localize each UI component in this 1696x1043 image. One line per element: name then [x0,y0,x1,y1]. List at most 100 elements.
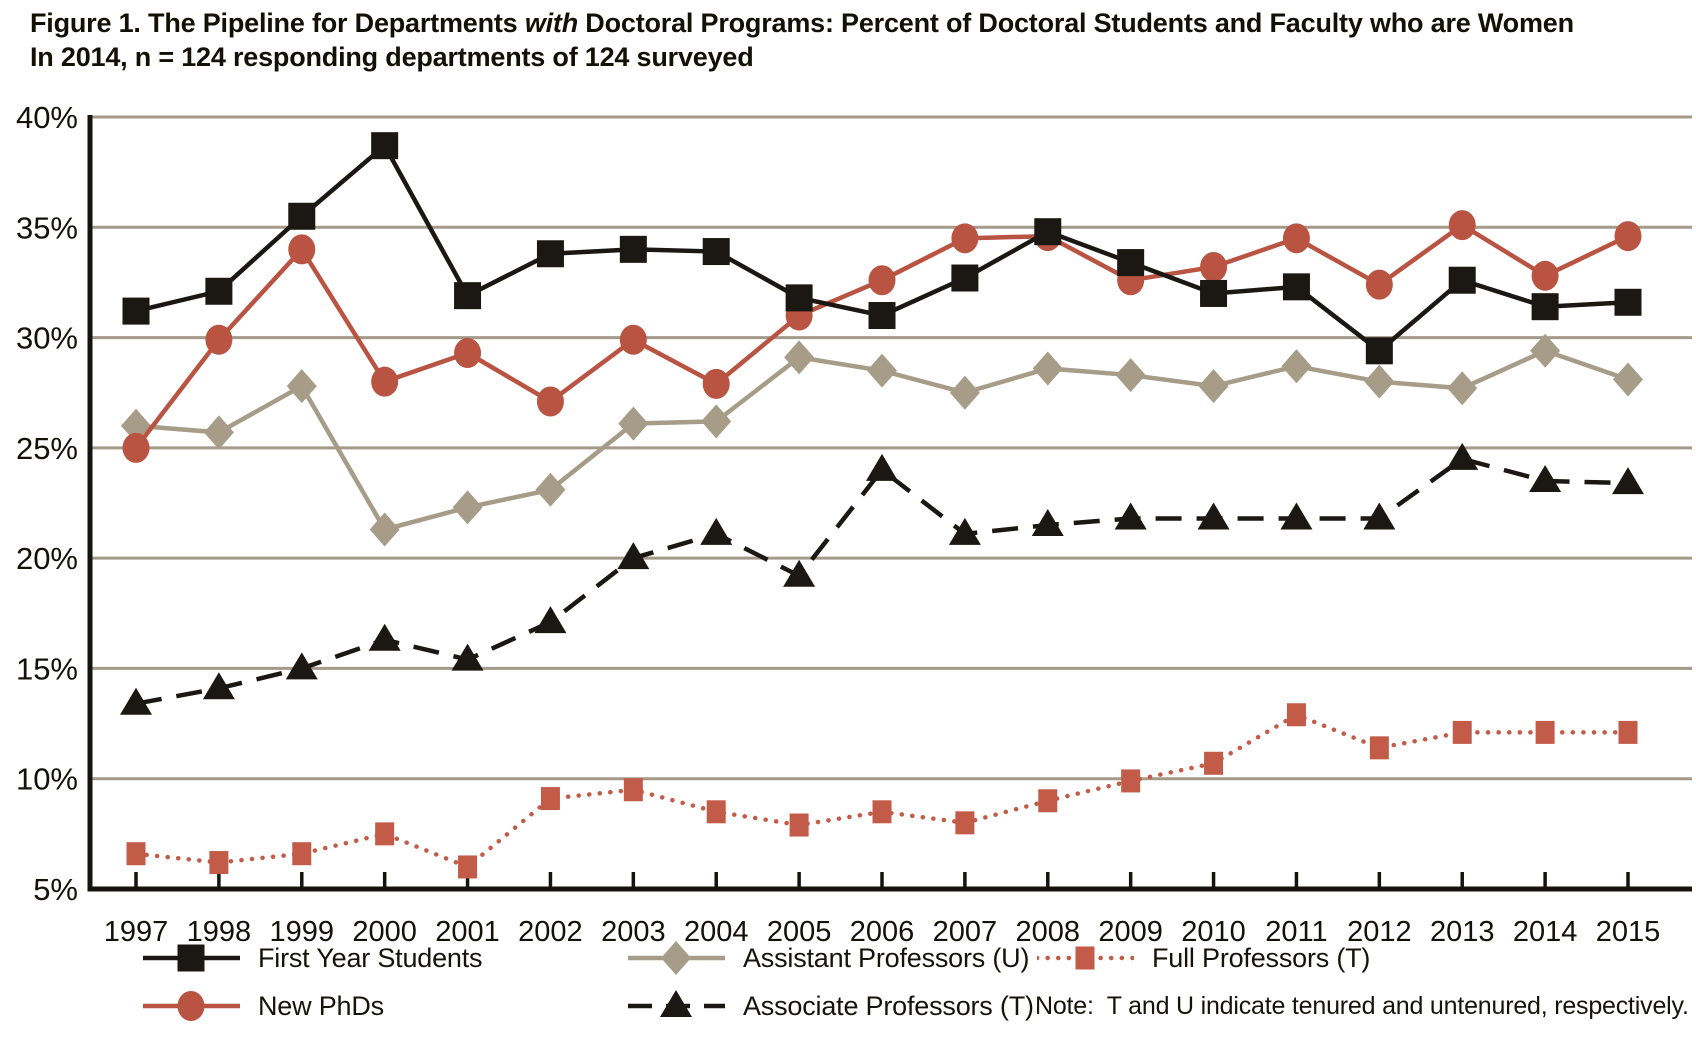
marker-assistant-professors-u-1998 [203,415,234,450]
legend-circle-icon [177,991,205,1021]
marker-assistant-professors-u-2015 [1613,362,1643,397]
marker-associate-professors-t-1999 [285,652,318,680]
x-axis-label-2006: 2006 [850,916,915,948]
marker-associate-professors-t-2001 [451,643,484,671]
y-axis-label-20: 20% [16,541,78,576]
marker-assistant-professors-u-2008 [1032,351,1063,386]
legend-item-full-professors: Full Professors (T) [1037,941,1370,975]
marker-first-year-students-1999 [288,202,316,230]
marker-new-phds-2015 [1614,221,1642,252]
x-axis-label-2002: 2002 [518,916,583,948]
title-emphasis: with [524,8,578,38]
series-associate-professors-t [120,442,1644,715]
marker-first-year-students-2008 [1034,218,1062,246]
marker-assistant-professors-u-2000 [369,512,400,547]
y-axis-label-35: 35% [16,210,78,245]
marker-assistant-professors-u-2012 [1364,364,1395,399]
y-axis-label-25: 25% [16,431,78,466]
marker-new-phds-2014 [1531,260,1559,291]
marker-first-year-students-2014 [1531,293,1559,321]
marker-assistant-professors-u-2009 [1115,358,1146,393]
marker-new-phds-2012 [1365,269,1393,300]
marker-first-year-students-2013 [1448,266,1476,294]
marker-assistant-professors-u-2010 [1198,369,1229,404]
marker-first-year-students-2010 [1200,279,1228,307]
legend-marker-circle-icon [143,991,240,1021]
x-axis-label-2013: 2013 [1430,916,1495,948]
legend-square-icon [177,944,205,972]
series-full-professors-t [126,703,1638,879]
marker-associate-professors-t-2014 [1529,464,1562,492]
marker-assistant-professors-u-2004 [701,404,732,439]
marker-new-phds-2007 [951,223,979,254]
marker-first-year-students-2004 [702,238,730,266]
legend-item-new-phds: New PhDs [143,989,384,1023]
marker-assistant-professors-u-2013 [1447,371,1478,406]
marker-full-professors-t-2004 [706,800,726,824]
marker-assistant-professors-u-2014 [1530,333,1561,368]
series-first-year-students [122,132,1642,365]
legend-item-assistant-professors: Assistant Professors (U) [628,941,1029,975]
marker-associate-professors-t-2000 [368,623,401,651]
marker-new-phds-2011 [1282,223,1310,254]
x-axis-label-2004: 2004 [684,916,749,948]
y-axis-label-10: 10% [16,762,78,797]
marker-associate-professors-t-2010 [1197,502,1230,530]
marker-first-year-students-2000 [371,132,399,160]
marker-new-phds-1997 [122,432,150,463]
marker-new-phds-1998 [205,324,233,355]
x-axis-label-2007: 2007 [933,916,998,948]
marker-full-professors-t-2012 [1369,736,1389,760]
marker-full-professors-t-2001 [458,855,478,879]
x-axis-label-2001: 2001 [435,916,500,948]
y-axis-label-15: 15% [16,651,78,686]
marker-first-year-students-2001 [454,282,482,310]
marker-first-year-students-2011 [1282,273,1310,301]
x-axis-label-2012: 2012 [1347,916,1412,948]
legend-item-associate-professors: Associate Professors (T) [628,989,1034,1023]
marker-new-phds-2001 [454,338,482,369]
marker-first-year-students-1998 [205,277,233,305]
marker-first-year-students-2012 [1365,337,1393,365]
marker-first-year-students-2002 [536,240,564,268]
marker-new-phds-2010 [1200,251,1228,282]
marker-assistant-professors-u-2007 [949,375,980,410]
marker-full-professors-t-1997 [126,842,146,866]
y-axis-label-40: 40% [16,100,78,135]
x-axis-label-1997: 1997 [104,916,169,948]
y-axis-label-30: 30% [16,321,78,356]
legend-label-associate-professors: Associate Professors (T) [743,990,1034,1021]
marker-full-professors-t-2008 [1038,789,1058,813]
marker-associate-professors-t-1998 [202,672,235,700]
marker-assistant-professors-u-2011 [1281,349,1312,384]
marker-assistant-professors-u-2001 [452,490,483,525]
x-axis-label-2015: 2015 [1596,916,1661,948]
marker-associate-professors-t-2013 [1446,442,1479,470]
legend-item-first-year-students: First Year Students [143,941,483,975]
marker-full-professors-t-2010 [1204,751,1224,775]
marker-associate-professors-t-2007 [948,517,981,545]
x-axis-label-2005: 2005 [767,916,832,948]
marker-first-year-students-2007 [951,264,979,292]
x-axis-label-2000: 2000 [352,916,417,948]
marker-new-phds-2004 [702,368,730,399]
marker-assistant-professors-u-2003 [618,406,649,441]
marker-full-professors-t-2014 [1535,720,1555,744]
marker-associate-professors-t-2005 [783,559,816,587]
marker-new-phds-1999 [288,234,316,265]
marker-new-phds-2006 [868,265,896,296]
marker-full-professors-t-2000 [375,822,395,846]
marker-associate-professors-t-2008 [1031,509,1064,537]
legend-note: Note: T and U indicate tenured and unten… [1035,992,1689,1020]
marker-full-professors-t-2007 [955,811,975,835]
marker-first-year-students-2009 [1117,249,1145,277]
figure-title-line1: Figure 1. The Pipeline for Departments w… [30,6,1574,40]
legend-label-first-year-students: First Year Students [258,942,483,973]
marker-first-year-students-2006 [868,302,896,330]
marker-new-phds-2003 [619,324,647,355]
marker-full-professors-t-2011 [1286,703,1306,727]
marker-assistant-professors-u-1999 [286,369,317,404]
legend-marker-triangle-icon [628,990,725,1017]
marker-first-year-students-2005 [785,284,813,312]
